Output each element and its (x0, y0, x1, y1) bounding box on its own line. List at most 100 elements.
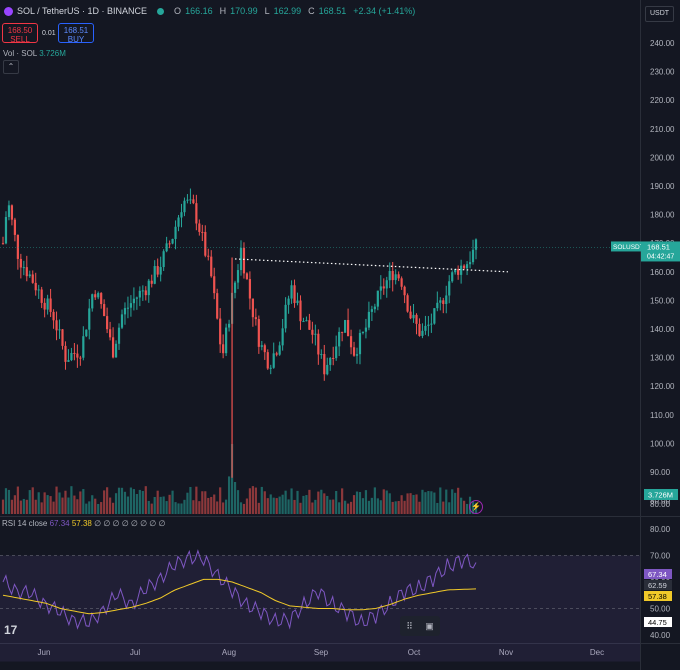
volume-bar (284, 490, 287, 514)
volume-bar (266, 498, 269, 514)
price-tick-label: 130.00 (650, 354, 675, 363)
volume-bar (159, 496, 162, 514)
price-tick-label: 110.00 (650, 411, 674, 420)
volume-bar (293, 499, 296, 514)
candle-body (97, 293, 100, 298)
candle-body (201, 231, 204, 233)
volume-bar (88, 501, 91, 514)
volume-bar (114, 493, 118, 514)
candle-body (88, 308, 91, 330)
candle-body (281, 328, 284, 346)
volume-bar (326, 495, 329, 514)
volume-bar (19, 500, 22, 514)
volume-bar (85, 503, 88, 514)
rsi-badge-bg (644, 580, 672, 590)
candle-body (19, 258, 22, 268)
image-icon[interactable]: ▣ (425, 620, 434, 631)
volume-badge-bg (644, 489, 678, 500)
volume-bar (73, 495, 76, 514)
volume-bar (454, 492, 457, 514)
candle-body (61, 329, 64, 346)
candle-body (305, 320, 308, 322)
candle-body (103, 304, 106, 317)
volume-bar (103, 490, 106, 514)
candle-body (64, 345, 67, 362)
volume-bar (82, 489, 85, 514)
drag-handle-icon[interactable]: ⠿ (406, 620, 413, 631)
volume-bar (25, 499, 28, 514)
volume-bar (43, 492, 46, 514)
volume-bar (162, 496, 165, 514)
resistance-trendline[interactable] (234, 258, 509, 273)
volume-bar (439, 487, 442, 514)
volume-bar (242, 503, 246, 514)
rsi-legend[interactable]: RSI 14 close 67.34 57.38 ∅ ∅ ∅ ∅ ∅ ∅ ∅ ∅ (2, 519, 165, 528)
rsi-ma-line[interactable] (2, 578, 477, 615)
bolt-icon[interactable]: ⚡ (469, 500, 483, 514)
candle-body (299, 300, 302, 322)
price-tick-label: 140.00 (650, 325, 675, 334)
volume-bar (207, 497, 210, 514)
volume-bar (138, 489, 141, 514)
volume-bar (70, 486, 73, 514)
candle-body (382, 286, 385, 289)
candle-body (427, 324, 430, 326)
volume-bar (94, 498, 97, 514)
volume-bar (210, 496, 213, 514)
candle-body (82, 336, 85, 358)
buy-price: 168.51 (63, 26, 89, 35)
volume-bar (219, 487, 222, 514)
volume-bar (168, 494, 171, 514)
volume-bar (10, 499, 14, 514)
candle-body (236, 270, 240, 283)
candle-body (219, 318, 222, 345)
candle-body (338, 331, 341, 347)
buy-button[interactable]: 168.51 BUY (58, 23, 94, 44)
volume-bar (251, 486, 254, 514)
candle-body (314, 333, 317, 335)
candle-body (394, 274, 397, 281)
volume-bar (91, 495, 94, 514)
rsi-badge-bg (644, 591, 672, 601)
volume-bar (379, 500, 382, 514)
collapse-legend-button[interactable]: ⌃ (3, 60, 19, 74)
volume-bar (52, 501, 55, 514)
volume-bar (346, 503, 350, 514)
symbol-title[interactable]: SOL / TetherUS · 1D · BINANCE (17, 6, 148, 16)
volume-bar (144, 486, 147, 514)
ohlc-close-key: C (308, 6, 315, 16)
volume-bar (28, 490, 31, 514)
candle-body (213, 276, 216, 294)
currency-button[interactable]: USDT (645, 6, 674, 22)
candle-body (445, 295, 448, 305)
volume-bar (269, 494, 272, 514)
volume-legend[interactable]: Vol · SOL 3.726M (3, 49, 66, 58)
rsi-line[interactable] (2, 549, 477, 630)
candle-body (373, 306, 376, 310)
volume-bar (341, 488, 344, 514)
volume-bar (373, 487, 376, 514)
volume-bar (409, 493, 412, 514)
volume-bar (465, 503, 469, 514)
ohlc-high-key: H (219, 6, 227, 16)
volume-bar (290, 488, 293, 514)
volume-bar (278, 496, 281, 514)
volume-bar (299, 502, 302, 514)
volume-bar (308, 489, 311, 514)
price-tick-label: 100.00 (650, 439, 675, 448)
candle-body (376, 290, 379, 307)
candle-body (183, 200, 186, 213)
ohlc-close-value: 168.51 (318, 6, 347, 16)
candle-body (180, 212, 183, 218)
candle-body (76, 353, 79, 358)
candles (1, 188, 478, 478)
tradingview-logo-icon[interactable]: 17 (4, 623, 18, 637)
sell-button[interactable]: 168.50 SELL (2, 23, 38, 44)
price-tick-label: 80.00 (650, 497, 671, 506)
rsi-tick-label: 40.00 (650, 631, 671, 640)
volume-bar (361, 498, 365, 514)
buy-label: BUY (67, 35, 85, 44)
volume-bar (37, 492, 40, 514)
volume-bar (421, 489, 424, 514)
